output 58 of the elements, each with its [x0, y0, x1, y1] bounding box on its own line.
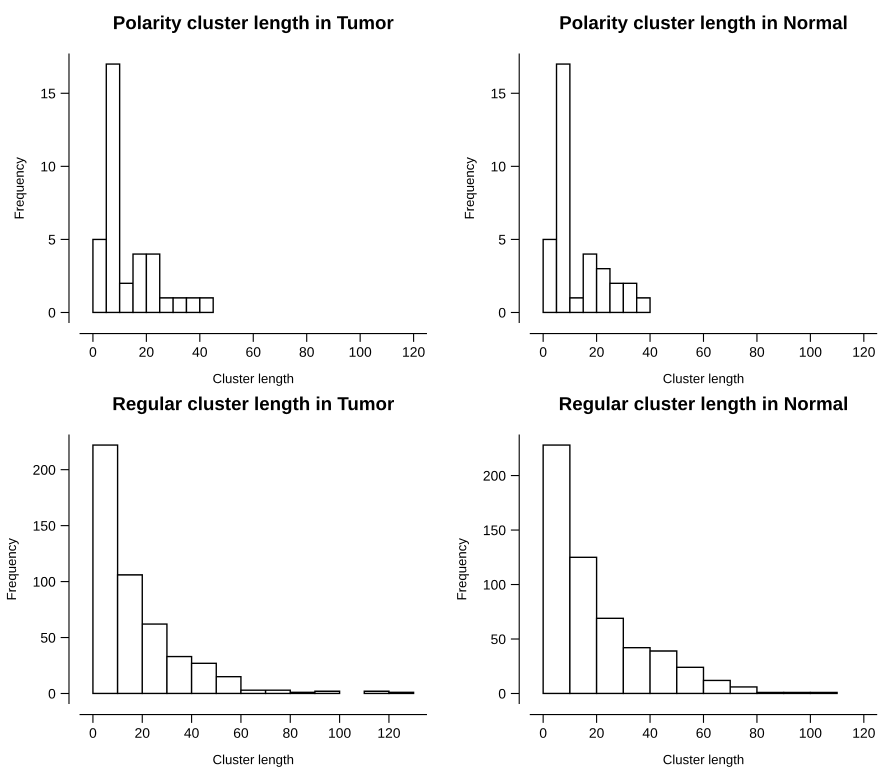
x-tick-label: 100	[329, 728, 351, 738]
y-tick-label: 10	[492, 162, 506, 172]
y-tick-label: 100	[34, 576, 56, 587]
x-tick-label: 40	[642, 728, 658, 738]
x-tick-label: 60	[696, 728, 711, 738]
y-axis-title: Frequency	[14, 157, 26, 218]
x-axis-title: Cluster length	[663, 754, 744, 767]
y-tick-label: 50	[40, 632, 56, 643]
x-tick-label: 100	[800, 347, 822, 357]
x-tick-label: 120	[853, 728, 875, 738]
y-tick-label: 5	[48, 234, 56, 245]
y-tick-label: 100	[484, 580, 506, 590]
x-tick-label: 0	[540, 728, 546, 738]
x-tick-label: 80	[300, 347, 314, 357]
x-tick-label: 40	[192, 347, 207, 357]
y-axis-title: Frequency	[6, 538, 19, 600]
x-tick-label: 80	[750, 728, 764, 738]
y-axis-title: Frequency	[457, 538, 469, 600]
x-tick-label: 20	[135, 728, 150, 738]
x-tick-label: 0	[90, 347, 96, 357]
x-tick-label: 120	[853, 347, 875, 357]
y-tick-label: 15	[492, 88, 506, 98]
x-tick-label: 60	[696, 347, 711, 357]
y-tick-label: 0	[498, 688, 506, 699]
x-axis-title: Cluster length	[213, 374, 294, 386]
x-tick-label: 0	[540, 347, 546, 357]
chart-title: Regular cluster length in Tumor	[114, 396, 394, 414]
x-tick-label: 20	[139, 347, 154, 357]
y-tick-label: 15	[41, 88, 56, 98]
y-tick-label: 10	[41, 162, 56, 172]
y-tick-label: 5	[498, 234, 506, 245]
x-tick-label: 80	[750, 347, 764, 357]
x-tick-label: 100	[350, 347, 372, 357]
x-axis-title: Cluster length	[663, 374, 744, 386]
y-tick-label: 0	[498, 308, 506, 318]
y-tick-label: 150	[484, 525, 506, 536]
y-tick-label: 150	[34, 520, 56, 531]
x-tick-label: 120	[403, 347, 425, 357]
y-tick-label: 50	[491, 634, 506, 644]
y-tick-label: 0	[48, 308, 56, 318]
x-tick-label: 40	[642, 347, 658, 357]
x-tick-label: 40	[184, 728, 199, 738]
y-tick-label: 200	[33, 465, 56, 475]
x-tick-label: 20	[590, 728, 604, 738]
chart-title: Regular cluster length in Normal	[560, 396, 847, 414]
x-tick-label: 20	[590, 347, 604, 357]
x-tick-label: 60	[234, 728, 248, 738]
y-axis-title: Frequency	[464, 157, 477, 218]
x-tick-label: 80	[283, 728, 298, 738]
chart-title: Polarity cluster length in Tumor	[114, 16, 394, 34]
y-tick-label: 0	[48, 688, 56, 699]
x-tick-label: 120	[378, 728, 400, 738]
chart-title: Polarity cluster length in Normal	[560, 16, 846, 34]
x-tick-label: 100	[800, 728, 822, 738]
x-tick-label: 0	[90, 728, 96, 738]
y-tick-label: 200	[484, 470, 506, 481]
x-axis-title: Cluster length	[213, 754, 294, 767]
x-tick-label: 60	[246, 347, 260, 357]
